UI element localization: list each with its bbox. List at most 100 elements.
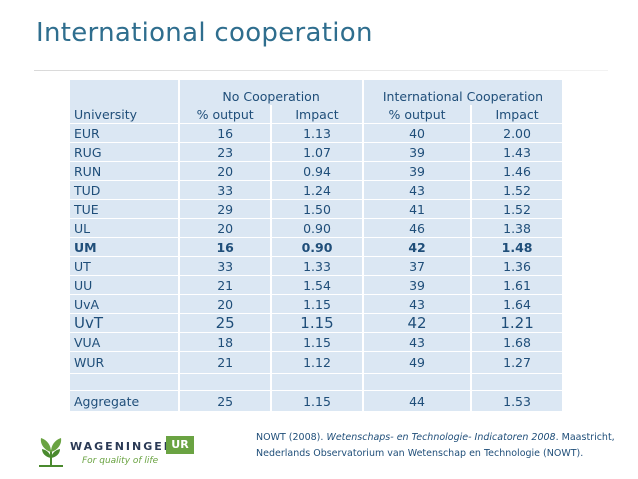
cell-university: UvT (70, 313, 179, 332)
cell-int-impact: 1.68 (472, 332, 562, 351)
table-row: UU 21 1.54 39 1.61 (70, 275, 562, 294)
cell-no-impact: 0.90 (272, 218, 362, 237)
cell-int-impact: 2.00 (472, 123, 562, 142)
aggregate-no-output: 25 (180, 390, 271, 411)
cell-int-impact: 1.36 (472, 256, 562, 275)
table-row: WUR 21 1.12 49 1.27 (70, 351, 562, 373)
table-blank-row (70, 373, 562, 390)
cell-no-output: 20 (180, 218, 271, 237)
group-header-international-cooperation: International Cooperation (363, 87, 562, 105)
aggregate-int-impact: 1.53 (472, 390, 562, 411)
cell-int-output: 46 (363, 218, 471, 237)
column-header-no-impact: Impact (272, 105, 362, 123)
cell-university: RUN (70, 161, 179, 180)
cell-int-impact: 1.48 (472, 237, 562, 256)
cell-no-impact: 1.13 (272, 123, 362, 142)
cell-int-impact: 1.43 (472, 142, 562, 161)
cell-no-impact: 0.94 (272, 161, 362, 180)
column-header-university: University (70, 105, 179, 123)
cell-int-impact: 1.61 (472, 275, 562, 294)
column-header-no-output: % output (180, 105, 271, 123)
cell-no-impact: 1.15 (272, 294, 362, 313)
citation-prefix: NOWT (2008). (256, 432, 327, 443)
cell-int-output: 37 (363, 256, 471, 275)
cell-university: VUA (70, 332, 179, 351)
cell-no-impact: 1.12 (272, 351, 362, 373)
citation-publisher: Nederlands Observatorium van Wetenschap … (256, 448, 584, 459)
column-header-int-output: % output (363, 105, 471, 123)
table-row: UM 16 0.90 42 1.48 (70, 237, 562, 256)
cell-no-output: 29 (180, 199, 271, 218)
cell-no-output: 21 (180, 275, 271, 294)
aggregate-int-output: 44 (363, 390, 471, 411)
table-row: RUN 20 0.94 39 1.46 (70, 161, 562, 180)
aggregate-label: Aggregate (70, 390, 179, 411)
cell-int-impact: 1.46 (472, 161, 562, 180)
cell-int-output: 41 (363, 199, 471, 218)
page-title: International cooperation (36, 18, 373, 48)
cell-no-impact: 1.15 (272, 313, 362, 332)
cell-no-impact: 1.15 (272, 332, 362, 351)
cell-university: UvA (70, 294, 179, 313)
cell-no-output: 18 (180, 332, 271, 351)
logo-wordmark: WAGENINGEN (70, 440, 175, 453)
source-citation: NOWT (2008). Wetenschaps- en Technologie… (256, 430, 632, 462)
column-header-row: University % output Impact % output Impa… (70, 105, 562, 123)
cell-no-output: 16 (180, 123, 271, 142)
cell-university: WUR (70, 351, 179, 373)
table-row: UT 33 1.33 37 1.36 (70, 256, 562, 275)
cell-no-output: 20 (180, 161, 271, 180)
group-header-row: No Cooperation International Cooperation (70, 87, 562, 105)
group-header-no-cooperation: No Cooperation (180, 87, 362, 105)
cell-university: UM (70, 237, 179, 256)
table-top-spacer (70, 80, 562, 87)
cell-no-impact: 1.54 (272, 275, 362, 294)
cell-int-impact: 1.64 (472, 294, 562, 313)
table-row: UL 20 0.90 46 1.38 (70, 218, 562, 237)
citation-title: Wetenschaps- en Technologie- Indicatoren… (326, 432, 556, 443)
cell-university: EUR (70, 123, 179, 142)
cell-university: TUE (70, 199, 179, 218)
column-header-int-impact: Impact (472, 105, 562, 123)
aggregate-no-impact: 1.15 (272, 390, 362, 411)
cell-no-impact: 0.90 (272, 237, 362, 256)
title-divider (34, 70, 608, 71)
table-row: TUE 29 1.50 41 1.52 (70, 199, 562, 218)
table-row: TUD 33 1.24 43 1.52 (70, 180, 562, 199)
cell-no-impact: 1.07 (272, 142, 362, 161)
cell-no-output: 20 (180, 294, 271, 313)
cell-university: UU (70, 275, 179, 294)
table-row: EUR 16 1.13 40 2.00 (70, 123, 562, 142)
cell-no-output: 33 (180, 180, 271, 199)
cell-university: TUD (70, 180, 179, 199)
logo-ur-badge: UR (166, 436, 194, 454)
cell-no-impact: 1.33 (272, 256, 362, 275)
cell-no-output: 25 (180, 313, 271, 332)
table-body: EUR 16 1.13 40 2.00 RUG 23 1.07 39 1.43 RUN 20 0.94 3… (70, 123, 562, 373)
cell-int-impact: 1.52 (472, 180, 562, 199)
cell-no-impact: 1.24 (272, 180, 362, 199)
cell-int-output: 43 (363, 180, 471, 199)
cell-int-impact: 1.52 (472, 199, 562, 218)
table-row: RUG 23 1.07 39 1.43 (70, 142, 562, 161)
cell-int-impact: 1.21 (472, 313, 562, 332)
cell-int-output: 40 (363, 123, 471, 142)
cell-int-impact: 1.38 (472, 218, 562, 237)
cell-no-output: 23 (180, 142, 271, 161)
table-row: UvT 25 1.15 42 1.21 (70, 313, 562, 332)
cell-no-output: 16 (180, 237, 271, 256)
cell-int-output: 42 (363, 313, 471, 332)
cell-no-output: 33 (180, 256, 271, 275)
cell-int-output: 49 (363, 351, 471, 373)
logo-tagline: For quality of life (82, 456, 159, 466)
cell-university: UL (70, 218, 179, 237)
cooperation-table: No Cooperation International Cooperation… (68, 80, 564, 411)
cell-int-output: 39 (363, 142, 471, 161)
cell-int-output: 43 (363, 332, 471, 351)
cell-university: UT (70, 256, 179, 275)
wageningen-ur-logo: WAGENINGEN UR For quality of life (36, 436, 196, 470)
logo-emblem-icon (39, 438, 63, 467)
table-row: VUA 18 1.15 43 1.68 (70, 332, 562, 351)
cell-no-output: 21 (180, 351, 271, 373)
cell-int-output: 43 (363, 294, 471, 313)
